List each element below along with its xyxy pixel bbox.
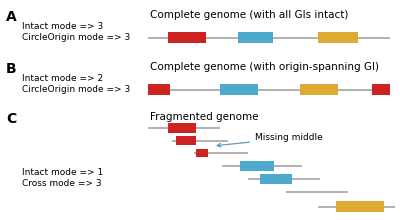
Text: C: C [6, 112, 16, 126]
Text: B: B [6, 62, 17, 76]
Text: Missing middle: Missing middle [217, 134, 323, 147]
Text: Complete genome (with all GIs intact): Complete genome (with all GIs intact) [150, 10, 348, 20]
Text: Fragmented genome: Fragmented genome [150, 112, 258, 122]
Bar [168, 123, 196, 133]
Bar [220, 84, 258, 95]
Bar [176, 136, 196, 145]
Bar [238, 33, 273, 44]
Bar [196, 149, 208, 157]
Text: Complete genome (with origin-spanning GI): Complete genome (with origin-spanning GI… [150, 62, 379, 72]
Bar [168, 33, 206, 44]
Bar [336, 202, 384, 213]
Bar [148, 84, 170, 95]
Text: Intact mode => 3: Intact mode => 3 [22, 22, 103, 31]
Text: CircleOrigin mode => 3: CircleOrigin mode => 3 [22, 33, 130, 42]
Bar [260, 174, 292, 184]
Bar [240, 161, 274, 171]
Text: Intact mode => 1: Intact mode => 1 [22, 168, 103, 177]
Text: A: A [6, 10, 17, 24]
Text: CircleOrigin mode => 3: CircleOrigin mode => 3 [22, 85, 130, 94]
Bar [300, 84, 338, 95]
Text: Cross mode => 3: Cross mode => 3 [22, 179, 102, 188]
Bar [372, 84, 390, 95]
Text: Intact mode => 2: Intact mode => 2 [22, 74, 103, 83]
Bar [318, 33, 358, 44]
